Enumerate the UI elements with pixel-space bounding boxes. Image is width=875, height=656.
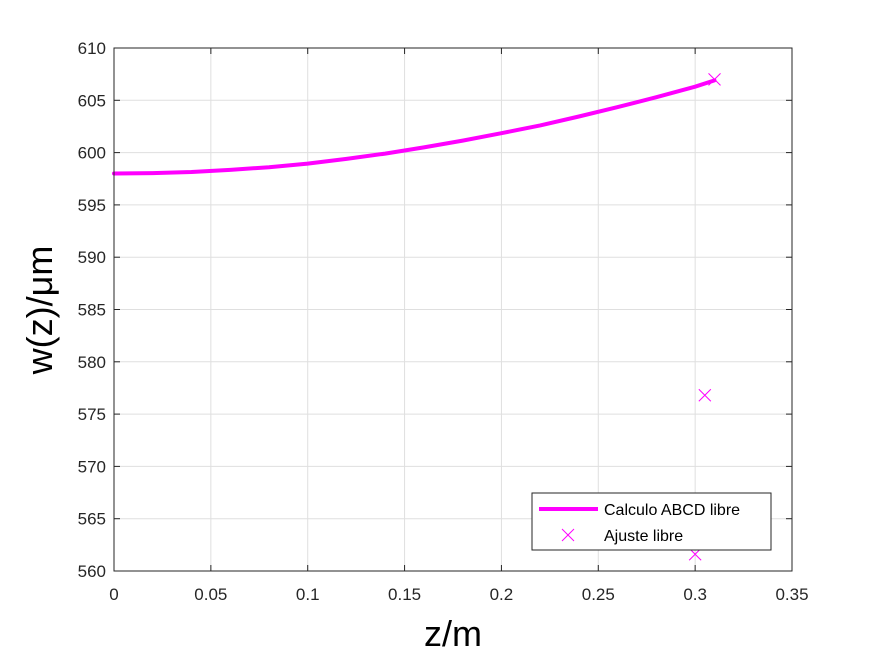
x-tick-label: 0.3 <box>683 585 707 604</box>
y-tick-label: 590 <box>78 248 106 267</box>
x-marker-stroke <box>708 73 721 86</box>
x-tick-label: 0.2 <box>490 585 514 604</box>
data-point-ajuste-1 <box>698 388 712 402</box>
x-tick-label: 0.15 <box>388 585 421 604</box>
series-line-calculo-abcd <box>112 78 717 176</box>
y-tick-label: 560 <box>78 562 106 581</box>
y-tick-label: 570 <box>78 457 106 476</box>
legend-label-calculo: Calculo ABCD libre <box>604 502 740 519</box>
y-tick-label: 580 <box>78 353 106 372</box>
x-marker-stroke <box>698 388 712 402</box>
y-tick-label: 600 <box>78 144 106 163</box>
legend-box <box>531 492 772 551</box>
y-axis-title: w(z)/μm <box>19 246 60 376</box>
x-tick-label: 0.05 <box>194 585 227 604</box>
x-axis-title: z/m <box>424 613 482 654</box>
x-axis: 0 0.05 0.1 0.15 0.2 0.25 0.3 0.35 <box>109 48 809 604</box>
legend-label-ajuste: Ajuste libre <box>604 528 683 545</box>
legend: Calculo ABCD libre Ajuste libre <box>531 492 772 551</box>
y-tick-label: 610 <box>78 39 106 58</box>
y-tick-label: 575 <box>78 405 106 424</box>
y-axis: 560 565 570 575 580 585 590 595 600 605 610 <box>78 39 792 581</box>
y-tick-label: 605 <box>78 91 106 110</box>
x-tick-label: 0.25 <box>582 585 615 604</box>
legend-x-marker <box>561 528 575 542</box>
y-tick-label: 565 <box>78 510 106 529</box>
x-tick-label: 0.35 <box>775 585 808 604</box>
x-tick-label: 0 <box>109 585 118 604</box>
data-point-ajuste-0 <box>708 73 721 86</box>
y-tick-label: 585 <box>78 301 106 320</box>
y-tick-label: 595 <box>78 196 106 215</box>
x-tick-label: 0.1 <box>296 585 320 604</box>
